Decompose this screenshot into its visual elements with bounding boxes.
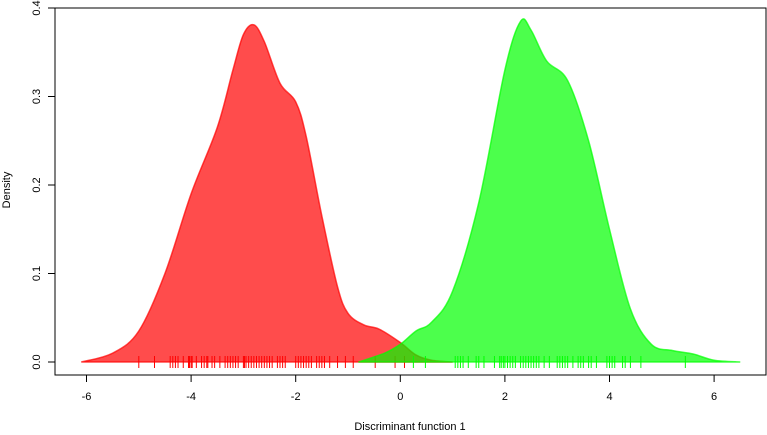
y-tick-label: 0.2 (31, 177, 43, 192)
plot-area (81, 18, 741, 368)
x-tick-label: -6 (82, 391, 92, 403)
x-axis-label: Discriminant function 1 (354, 421, 465, 430)
x-tick-label: 2 (502, 391, 508, 403)
y-tick-label: 0.0 (31, 354, 43, 369)
x-tick-label: 4 (606, 391, 612, 403)
x-axis: -6 -4 -2 0 2 4 6 (82, 374, 717, 403)
x-tick-label: 0 (397, 391, 403, 403)
y-axis: 0.0 0.1 0.2 0.3 0.4 (31, 0, 55, 370)
x-tick-label: -4 (186, 391, 196, 403)
x-tick-label: -2 (291, 391, 301, 403)
density-area-1 (358, 18, 741, 363)
y-tick-label: 0.1 (31, 266, 43, 281)
y-tick-label: 0.3 (31, 89, 43, 104)
y-tick-label: 0.4 (31, 0, 43, 15)
y-axis-label: Density (1, 171, 13, 208)
plot-frame (54, 7, 767, 376)
x-tick-label: 6 (711, 391, 717, 403)
density-area-0 (81, 23, 453, 363)
